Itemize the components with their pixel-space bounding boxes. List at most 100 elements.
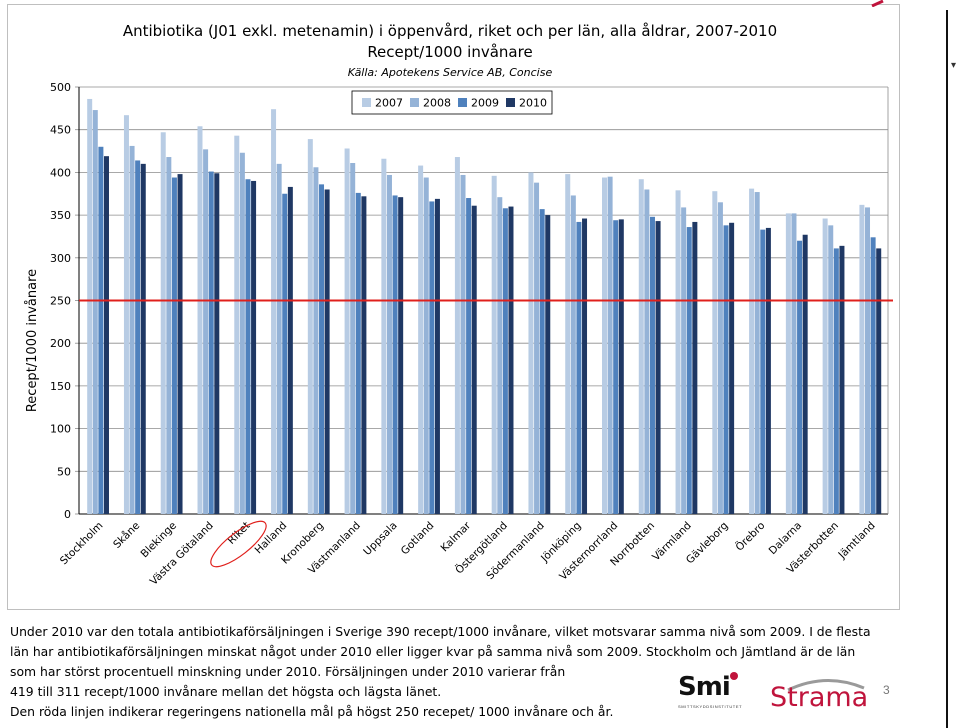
bar-2007 bbox=[822, 218, 828, 515]
bar-2007 bbox=[712, 191, 718, 515]
bar-2010 bbox=[582, 218, 588, 515]
y-axis-label: Recept/1000 invånare bbox=[25, 269, 40, 412]
caption-line: Den röda linjen indikerar regeringens na… bbox=[10, 704, 614, 719]
bar-2010 bbox=[508, 206, 514, 514]
bar-2008 bbox=[239, 152, 245, 514]
bar-2009 bbox=[245, 179, 251, 514]
bar-2007 bbox=[418, 165, 424, 514]
bar-2009 bbox=[466, 198, 472, 514]
chart-subtitle: Recept/1000 invånare bbox=[367, 43, 533, 61]
bar-2008 bbox=[166, 157, 172, 514]
x-tick-label: Stockholm bbox=[58, 520, 106, 568]
y-tick-label: 50 bbox=[57, 465, 71, 478]
bar-2007 bbox=[160, 132, 166, 514]
smi-logo-dot bbox=[730, 672, 738, 680]
bar-2009 bbox=[282, 193, 288, 514]
bar-2009 bbox=[760, 229, 766, 515]
bar-2010 bbox=[324, 189, 330, 515]
bar-2009 bbox=[539, 209, 545, 514]
bar-2007 bbox=[87, 98, 93, 515]
edge-mark: ▾ bbox=[951, 60, 957, 71]
bar-2010 bbox=[214, 173, 220, 514]
corner-mark bbox=[871, 0, 884, 7]
bar-2007 bbox=[307, 139, 313, 514]
bar-2010 bbox=[140, 163, 146, 515]
bar-2009 bbox=[870, 237, 876, 514]
y-tick-label: 150 bbox=[50, 380, 71, 393]
bar-2008 bbox=[497, 197, 503, 514]
bar-2008 bbox=[828, 225, 834, 514]
bar-2008 bbox=[534, 182, 540, 514]
page-number: 3 bbox=[883, 683, 890, 697]
bar-2009 bbox=[502, 208, 508, 514]
legend-swatch bbox=[458, 98, 467, 107]
bar-2007 bbox=[638, 179, 644, 514]
bar-2008 bbox=[607, 176, 613, 515]
bar-2010 bbox=[471, 205, 477, 514]
caption-line: Under 2010 var den totala antibiotikaför… bbox=[10, 624, 871, 639]
bar-2009 bbox=[208, 171, 214, 514]
bar-2008 bbox=[570, 195, 576, 514]
bar-2009 bbox=[797, 240, 803, 514]
smi-logo-text: Smi bbox=[678, 672, 731, 702]
x-tick-label: Skåne bbox=[110, 519, 142, 551]
legend-label: 2008 bbox=[423, 97, 451, 110]
bar-2010 bbox=[287, 186, 293, 514]
bar-2009 bbox=[723, 225, 729, 514]
bar-2007 bbox=[785, 213, 791, 514]
x-tick-label: Uppsala bbox=[361, 520, 399, 558]
bar-2008 bbox=[644, 189, 650, 515]
y-tick-label: 0 bbox=[64, 508, 71, 521]
bar-2009 bbox=[355, 192, 361, 514]
x-tick-label: Riket bbox=[225, 520, 252, 547]
y-tick-label: 450 bbox=[50, 124, 71, 137]
x-tick-label: Halland bbox=[253, 520, 290, 557]
bar-2009 bbox=[135, 160, 141, 514]
bar-2009 bbox=[576, 221, 582, 514]
chart-title: Antibiotika (J01 exkl. metenamin) i öppe… bbox=[122, 22, 778, 40]
chart-source: Källa: Apotekens Service AB, Concise bbox=[347, 66, 553, 79]
bar-2008 bbox=[717, 202, 723, 515]
bar-2008 bbox=[129, 145, 135, 514]
bar-2010 bbox=[729, 222, 735, 514]
bar-2007 bbox=[381, 158, 387, 514]
bar-2010 bbox=[876, 248, 882, 514]
bar-2010 bbox=[103, 156, 109, 514]
x-tick-label: Dalarna bbox=[767, 520, 805, 558]
bar-2007 bbox=[271, 109, 277, 514]
bar-2007 bbox=[344, 148, 350, 514]
y-tick-label: 300 bbox=[50, 252, 71, 265]
caption-line: 419 till 311 recept/1000 invånare mellan… bbox=[10, 684, 442, 699]
bar-2007 bbox=[234, 135, 240, 515]
bar-2008 bbox=[313, 167, 319, 514]
x-tick-label: Västra Götaland bbox=[148, 520, 216, 588]
bar-2008 bbox=[865, 207, 871, 514]
bar-2010 bbox=[839, 245, 845, 514]
bar-2007 bbox=[528, 172, 534, 514]
bar-2009 bbox=[649, 216, 655, 515]
bar-2010 bbox=[802, 234, 808, 514]
bar-2010 bbox=[692, 221, 698, 514]
bar-2009 bbox=[171, 177, 177, 515]
caption-line: län har antibiotikaförsäljningen minskat… bbox=[10, 644, 856, 659]
y-tick-label: 100 bbox=[50, 423, 71, 436]
y-tick-label: 200 bbox=[50, 337, 71, 350]
bar-2007 bbox=[123, 115, 129, 514]
bar-2007 bbox=[491, 175, 497, 515]
bar-2007 bbox=[602, 177, 608, 515]
y-tick-label: 400 bbox=[50, 166, 71, 179]
smi-logo-subtitle: SMITTSKYDDSINSTITUTET bbox=[678, 704, 743, 709]
bar-2008 bbox=[754, 192, 760, 515]
highlight-ellipse bbox=[210, 520, 267, 568]
bar-2009 bbox=[392, 195, 398, 514]
x-tick-label: Örebro bbox=[733, 519, 768, 554]
bar-2010 bbox=[361, 196, 367, 514]
legend-swatch bbox=[362, 98, 371, 107]
bar-2007 bbox=[565, 174, 571, 514]
bar-2010 bbox=[765, 227, 771, 514]
bar-2010 bbox=[545, 215, 551, 514]
x-tick-label: Kalmar bbox=[439, 519, 474, 554]
smi-logo: Smi SMITTSKYDDSINSTITUTET bbox=[678, 672, 748, 712]
bar-2007 bbox=[675, 190, 681, 515]
bar-2008 bbox=[460, 174, 466, 514]
